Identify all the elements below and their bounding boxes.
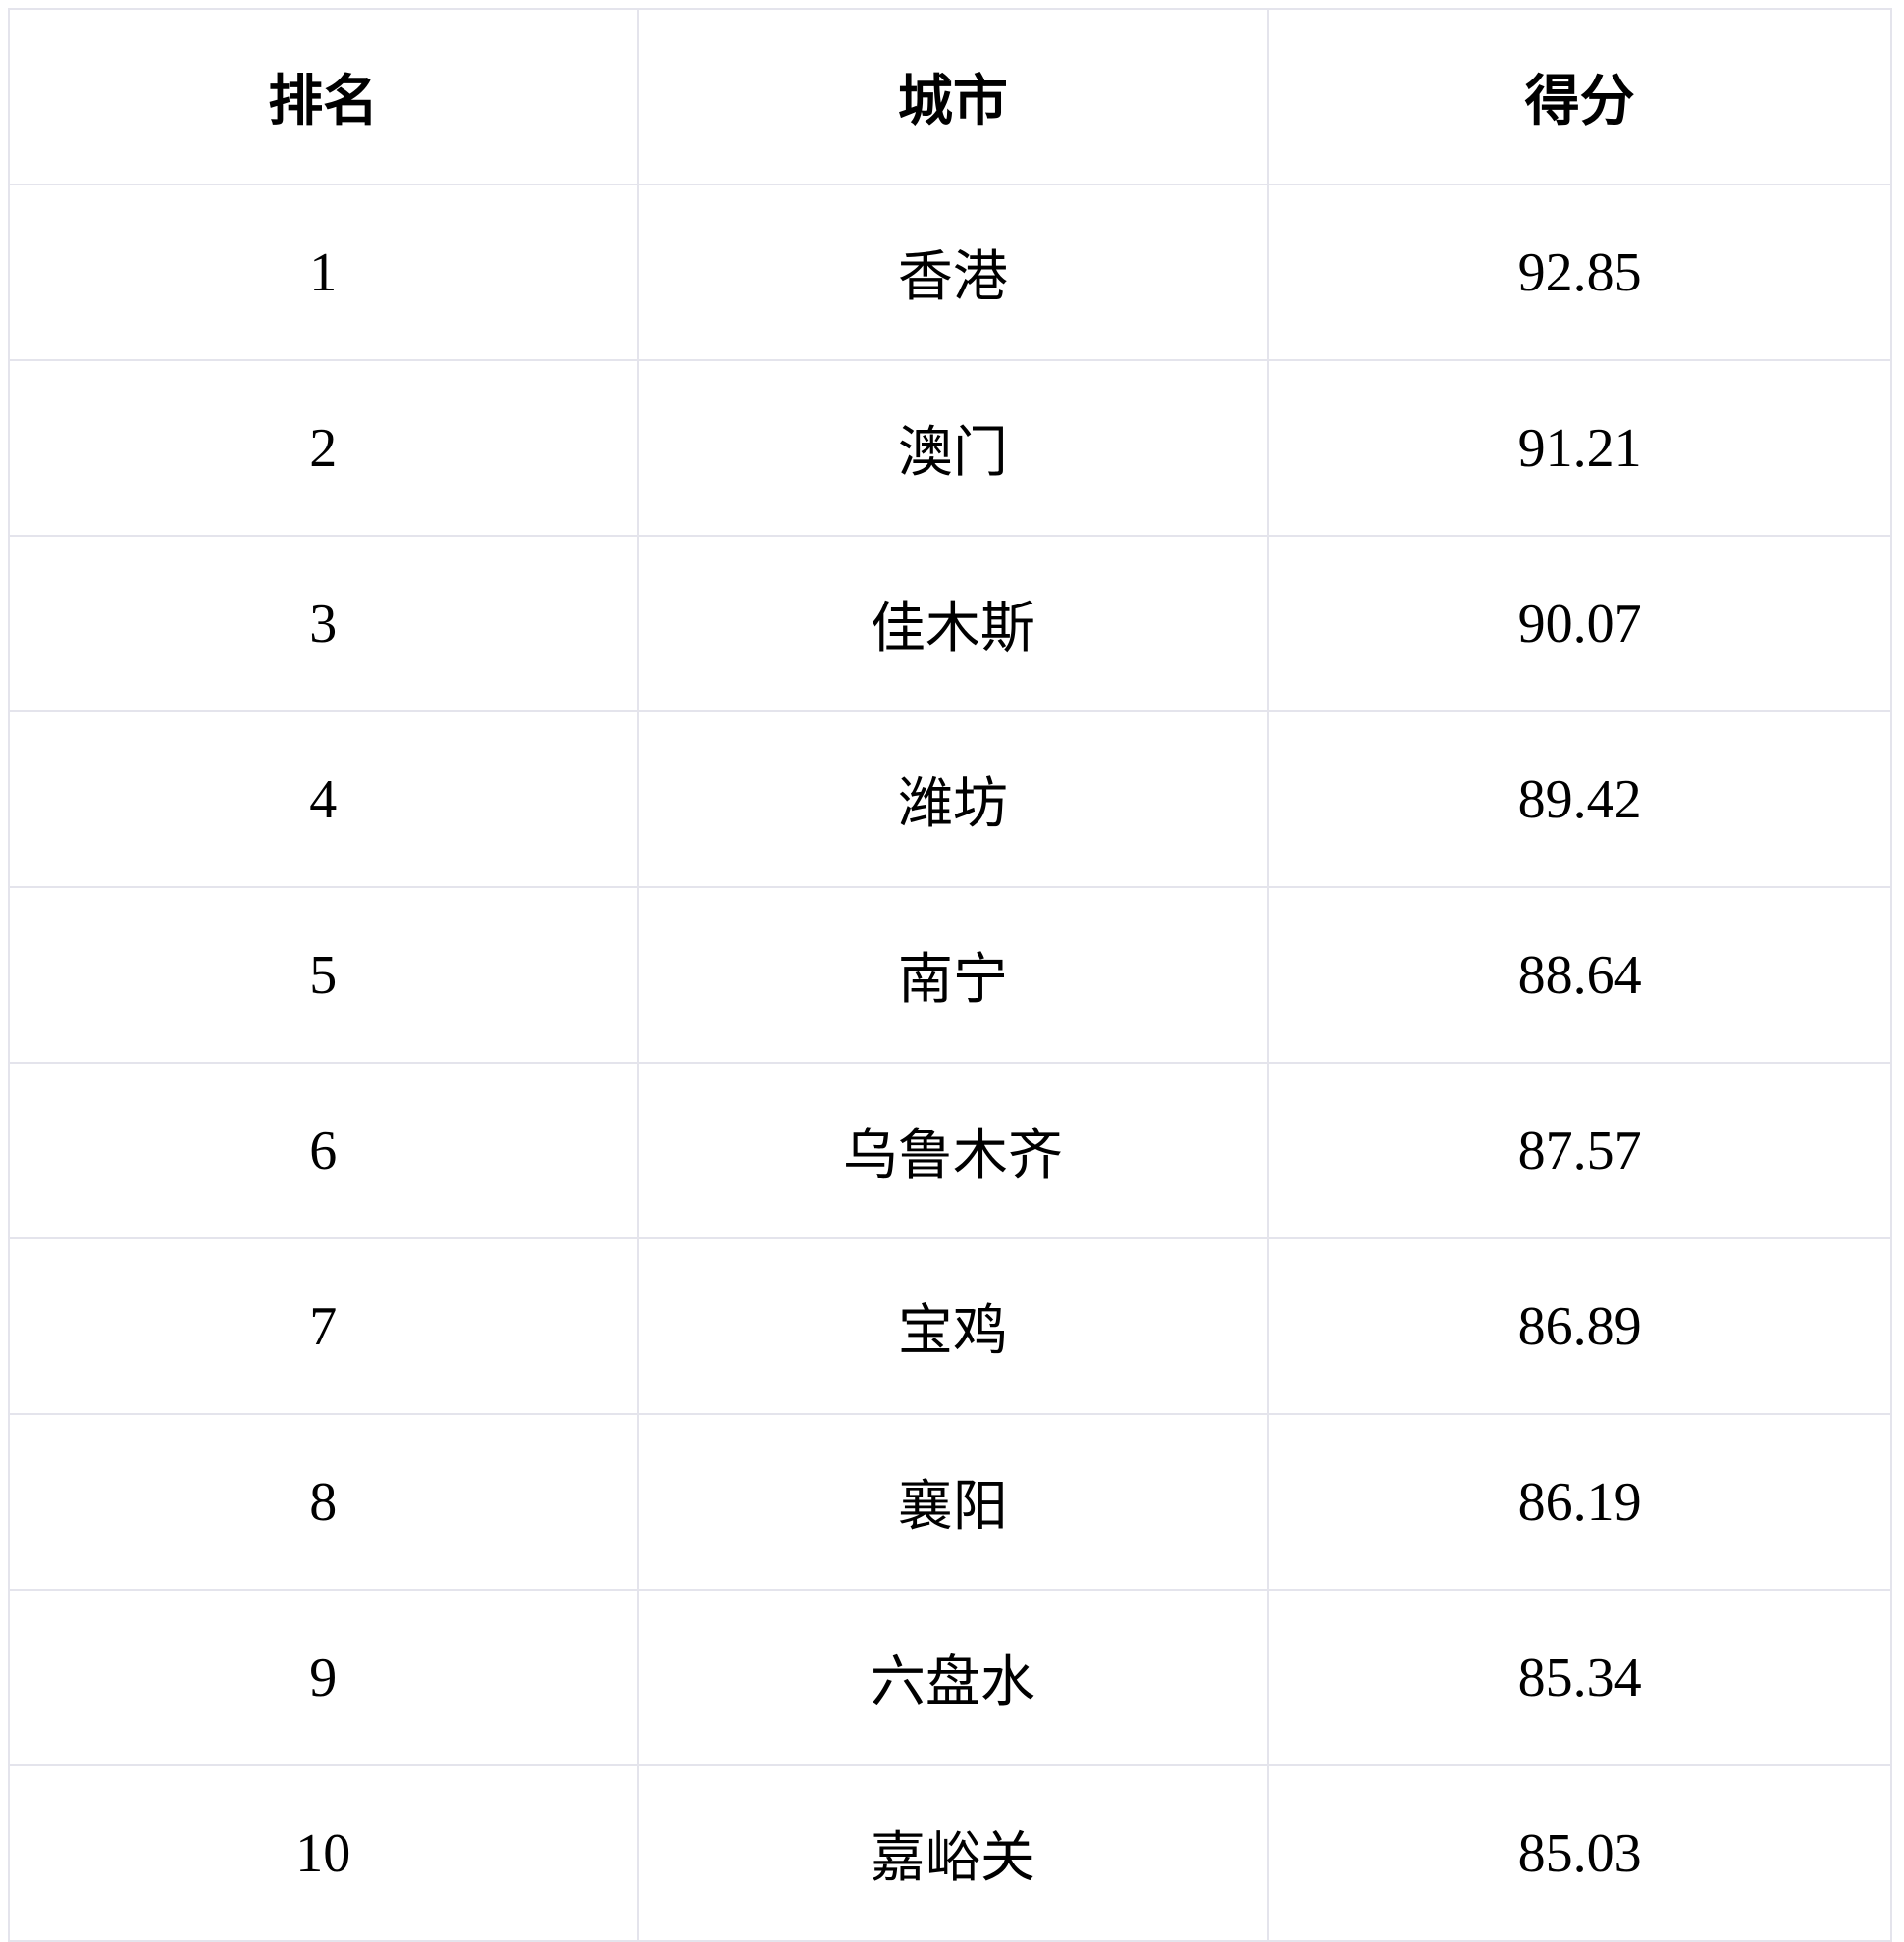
score-cell: 88.64 xyxy=(1267,886,1892,1064)
city-cell: 嘉峪关 xyxy=(636,1764,1270,1942)
city-cell: 六盘水 xyxy=(636,1589,1270,1766)
city-cell: 佳木斯 xyxy=(636,535,1270,712)
score-cell: 86.19 xyxy=(1267,1413,1892,1591)
score-cell: 92.85 xyxy=(1267,184,1892,361)
score-cell: 85.03 xyxy=(1267,1764,1892,1942)
city-cell: 襄阳 xyxy=(636,1413,1270,1591)
table-row: 3 佳木斯 90.07 xyxy=(8,535,1892,712)
table-row: 2 澳门 91.21 xyxy=(8,359,1892,537)
column-header-rank: 排名 xyxy=(8,8,639,185)
city-cell: 南宁 xyxy=(636,886,1270,1064)
rank-cell: 7 xyxy=(8,1237,639,1415)
rank-cell: 1 xyxy=(8,184,639,361)
rank-cell: 3 xyxy=(8,535,639,712)
table-row: 1 香港 92.85 xyxy=(8,184,1892,361)
rank-cell: 8 xyxy=(8,1413,639,1591)
city-ranking-table: 排名 城市 得分 1 香港 92.85 2 澳门 91.21 3 佳木斯 90.… xyxy=(8,8,1892,1942)
score-cell: 86.89 xyxy=(1267,1237,1892,1415)
table-row: 9 六盘水 85.34 xyxy=(8,1589,1892,1766)
table-row: 6 乌鲁木齐 87.57 xyxy=(8,1062,1892,1239)
column-header-city: 城市 xyxy=(636,8,1270,185)
table-row: 8 襄阳 86.19 xyxy=(8,1413,1892,1591)
city-cell: 澳门 xyxy=(636,359,1270,537)
rank-cell: 9 xyxy=(8,1589,639,1766)
rank-cell: 10 xyxy=(8,1764,639,1942)
table-header: 排名 城市 得分 xyxy=(8,8,1892,185)
rank-cell: 2 xyxy=(8,359,639,537)
city-cell: 香港 xyxy=(636,184,1270,361)
header-row: 排名 城市 得分 xyxy=(8,8,1892,185)
column-header-score: 得分 xyxy=(1267,8,1892,185)
score-cell: 91.21 xyxy=(1267,359,1892,537)
score-cell: 87.57 xyxy=(1267,1062,1892,1239)
score-cell: 85.34 xyxy=(1267,1589,1892,1766)
score-cell: 89.42 xyxy=(1267,710,1892,888)
city-cell: 潍坊 xyxy=(636,710,1270,888)
score-cell: 90.07 xyxy=(1267,535,1892,712)
city-cell: 乌鲁木齐 xyxy=(636,1062,1270,1239)
table-row: 7 宝鸡 86.89 xyxy=(8,1237,1892,1415)
rank-cell: 6 xyxy=(8,1062,639,1239)
table-row: 5 南宁 88.64 xyxy=(8,886,1892,1064)
table-row: 4 潍坊 89.42 xyxy=(8,710,1892,888)
city-ranking-table-container: 排名 城市 得分 1 香港 92.85 2 澳门 91.21 3 佳木斯 90.… xyxy=(8,8,1892,1942)
rank-cell: 4 xyxy=(8,710,639,888)
rank-cell: 5 xyxy=(8,886,639,1064)
city-cell: 宝鸡 xyxy=(636,1237,1270,1415)
table-row: 10 嘉峪关 85.03 xyxy=(8,1764,1892,1942)
table-body: 1 香港 92.85 2 澳门 91.21 3 佳木斯 90.07 4 潍坊 8… xyxy=(8,184,1892,1942)
